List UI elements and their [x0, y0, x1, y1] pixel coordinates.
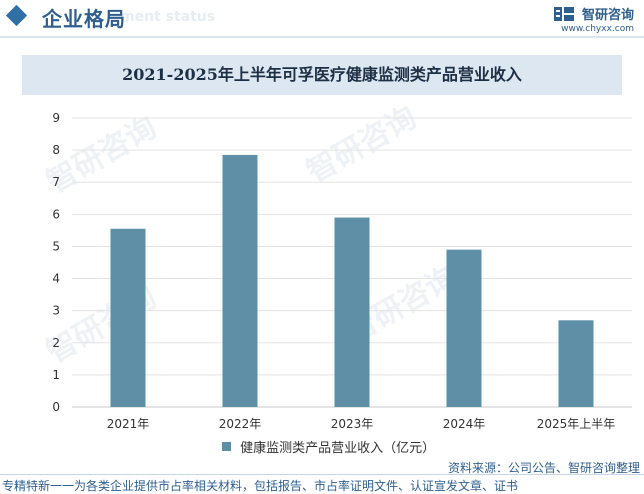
page-header: ment status 企业格局 智研咨询 www.chyxx.com	[0, 0, 644, 36]
x-tick-label: 2022年	[219, 417, 262, 431]
legend: 健康监测类产品营业收入（亿元）	[222, 436, 436, 456]
y-tick-label: 9	[52, 111, 60, 125]
page-title: 企业格局	[42, 7, 126, 31]
bar	[110, 228, 146, 407]
y-tick-label: 8	[52, 143, 60, 157]
legend-swatch	[222, 442, 231, 451]
y-axis-ticks: 0 1 2 3 4 5 6 7 8 9	[52, 111, 60, 414]
header-divider	[0, 36, 644, 38]
legend-label: 健康监测类产品营业收入（亿元）	[240, 441, 436, 456]
title-band	[22, 55, 622, 95]
x-tick-label: 2021年	[107, 417, 150, 431]
brand-url: www.chyxx.com	[561, 24, 634, 34]
bar	[222, 154, 258, 407]
chart-title: 2021-2025年上半年可孚医疗健康监测类产品营业收入	[122, 65, 522, 84]
y-tick-label: 6	[52, 207, 60, 221]
bar	[446, 249, 482, 407]
y-tick-label: 1	[52, 368, 60, 382]
footer-divider	[0, 474, 644, 475]
brand: 智研咨询	[553, 3, 634, 23]
bar	[558, 320, 594, 407]
source-note: 资料来源：公司公告、智研咨询整理	[447, 461, 640, 475]
bar	[334, 217, 370, 407]
x-axis-ticks: 2021年 2022年 2023年 2024年 2025年上半年	[107, 417, 616, 431]
footer-text: 专精特新一一为各类企业提供市占率相关材料，包括报告、市占率证明文件、认证宣发文章…	[2, 479, 519, 493]
brand-logo-icon	[553, 6, 574, 21]
y-tick-label: 7	[52, 175, 60, 189]
x-tick-label: 2024年	[443, 417, 486, 431]
y-tick-label: 3	[52, 304, 60, 318]
y-tick-label: 4	[52, 272, 60, 286]
x-tick-label: 2025年上半年	[537, 417, 616, 431]
header-ghost-text: ment status	[120, 9, 216, 25]
y-tick-label: 0	[52, 400, 60, 414]
x-tick-label: 2023年	[331, 417, 374, 431]
bar-layer	[110, 154, 594, 407]
y-tick-label: 2	[52, 336, 60, 350]
brand-name: 智研咨询	[581, 8, 634, 23]
y-tick-label: 5	[52, 239, 60, 253]
